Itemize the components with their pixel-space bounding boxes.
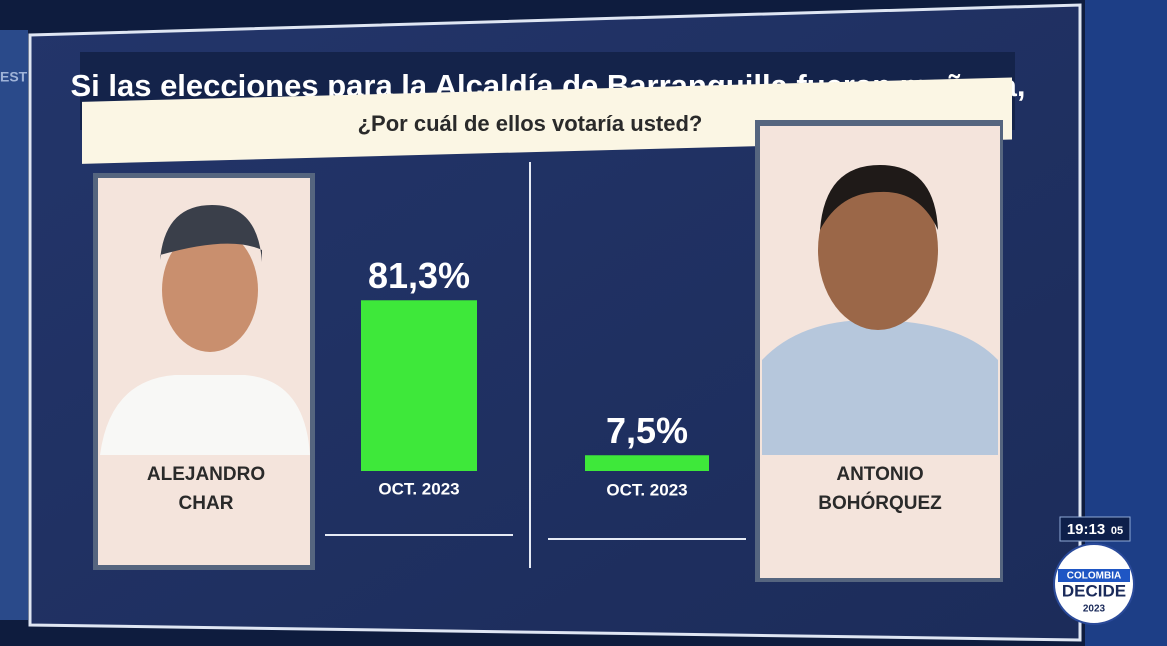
photo-shirt [100,375,310,455]
side-text: EST [0,69,28,85]
photo-cap [160,205,262,262]
logo-badge [1053,543,1135,625]
value-label: 81,3% [368,255,470,296]
logo-line: 2023 [1083,604,1106,615]
value-label: 7,5% [606,410,688,451]
logo-line: COLOMBIA [1067,571,1121,582]
clock-box [1059,516,1131,542]
clock-time: 19:13 [1067,521,1105,538]
candidate-name: ANTONIO [836,464,923,485]
category-label: OCT. 2023 [378,479,459,498]
clock-seconds: 05 [1111,525,1123,537]
candidate-name: CHAR [179,493,234,514]
bar [585,455,709,471]
photo-face [818,170,938,330]
subtitle: ¿Por cuál de ellos votaría usted? [358,111,703,136]
candidate-name: BOHÓRQUEZ [818,492,942,514]
candidate-name: ALEJANDRO [147,464,265,485]
logo-line: DECIDE [1062,581,1126,600]
bar [361,300,477,471]
photo-hair [820,165,938,230]
side-screen [0,30,28,620]
logo-band [1058,569,1130,582]
category-label: OCT. 2023 [606,480,687,499]
photo-face [162,228,258,352]
photo-shirt [762,320,998,455]
